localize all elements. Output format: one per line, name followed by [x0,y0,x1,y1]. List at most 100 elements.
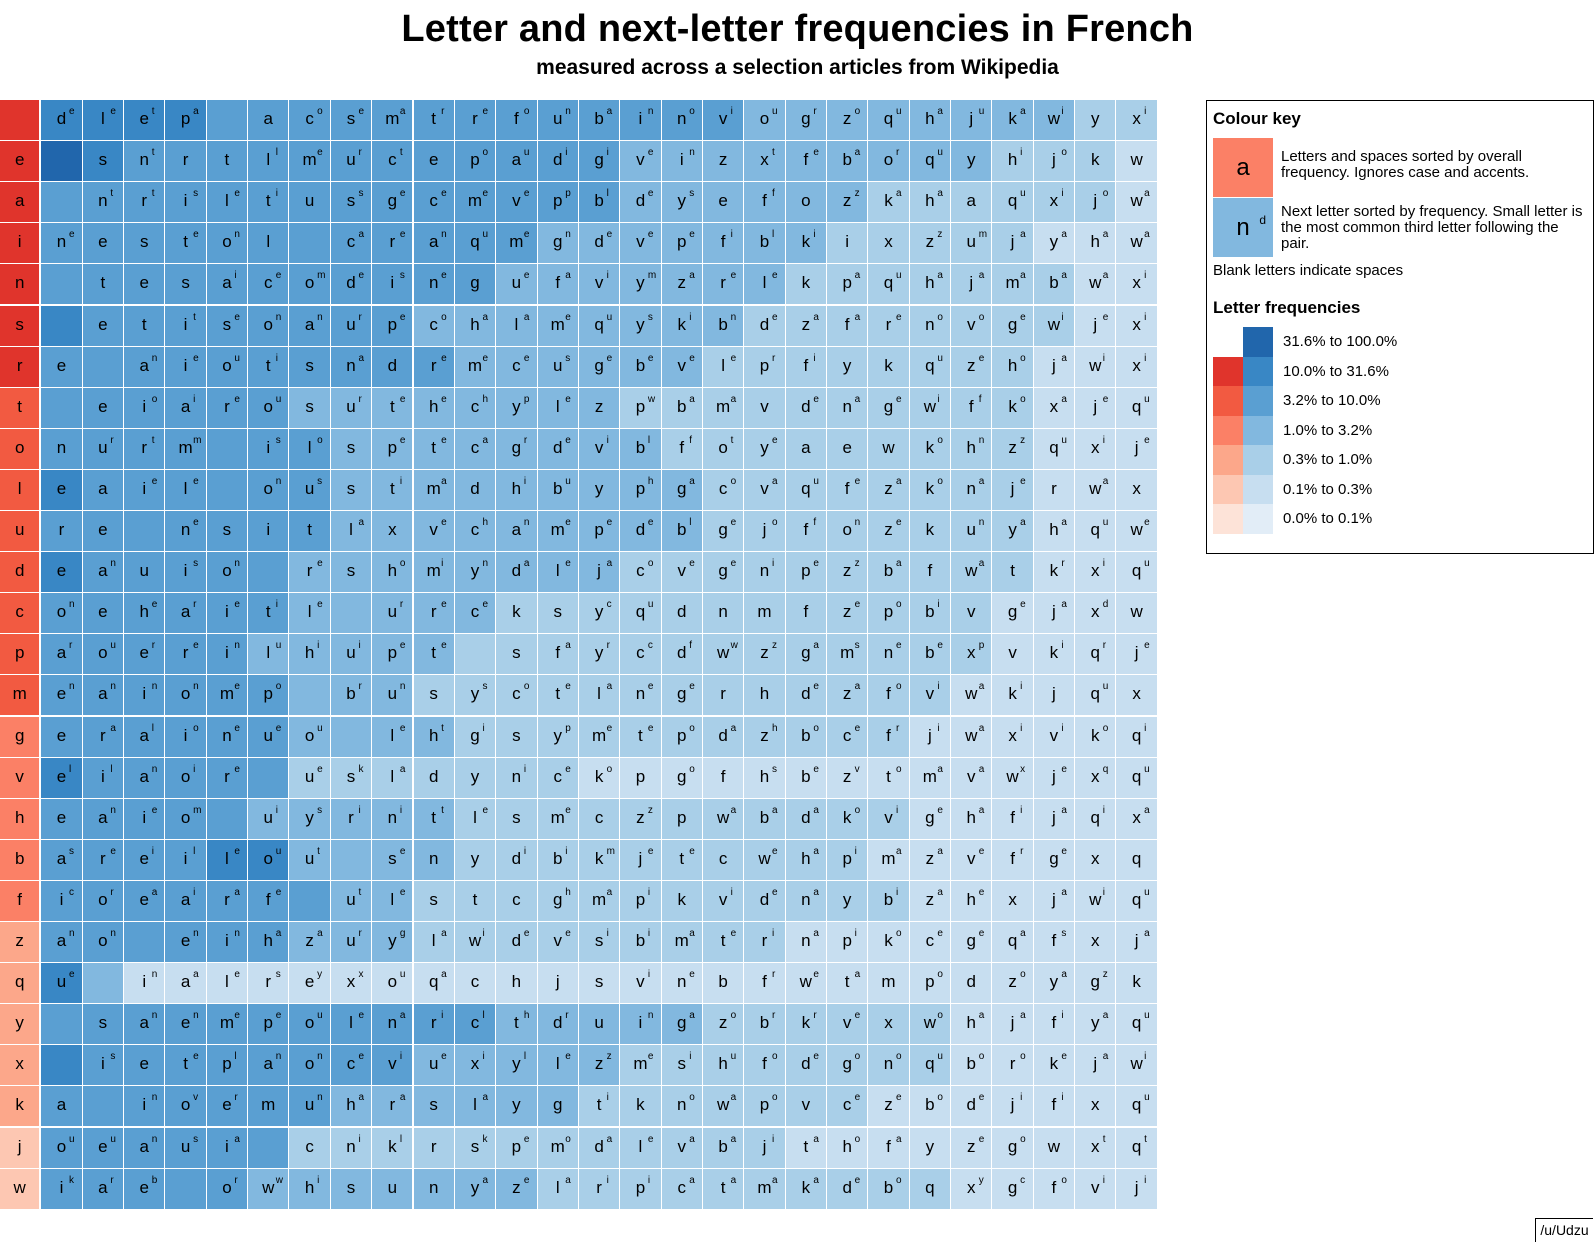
cell-third-letter: a [1020,1010,1026,1022]
cell-letter: k [594,766,604,786]
cell-letter: v [884,807,893,827]
cell-letter: x [760,150,769,170]
cell-third-letter: e [317,763,323,775]
cell-third-letter: e [234,722,240,734]
cell-third-letter: i [399,804,403,816]
cell-third-letter: e [730,928,737,939]
cell-letter: o [56,1136,67,1156]
cell-third-letter: i [275,804,278,816]
cell-letter: j [1052,684,1056,704]
cell-third-letter: a [978,804,985,816]
next-letter-cell: v [951,593,993,635]
cell-third-letter: a [730,1092,737,1104]
cell-third-letter: a [523,558,530,570]
cell-letter: m [922,766,937,786]
cell-third-letter: e [1020,599,1026,611]
cell-third-letter: n [978,517,985,528]
cell-third-letter: e [399,188,406,200]
cell-third-letter: p [523,393,530,405]
legend-range-label: 0.3% to 1.0% [1283,451,1373,468]
cell-third-letter: e [234,188,240,200]
cell-letter: p [677,807,687,827]
next-letter-cell: a [785,428,827,470]
cell-letter: t [431,437,437,457]
row-letter-cell: x [0,1045,42,1087]
cell-letter: m [467,191,483,211]
cell-letter: s [15,314,24,334]
cell-letter: g [1007,1177,1018,1197]
cell-letter: q [1131,1095,1142,1115]
cell-third-letter: i [523,763,527,775]
cell-third-letter: e [689,681,695,693]
next-letter-cell: e [41,716,83,758]
cell-third-letter: i [275,188,278,200]
cell-third-letter: n [151,1133,158,1145]
cell-letter: r [430,1136,437,1156]
cell-third-letter: a [854,311,861,323]
cell-letter: z [884,1095,893,1115]
cell-third-letter: i [1144,722,1147,734]
cell-letter: o [304,273,315,293]
next-letter-cell [330,593,373,635]
cell-letter: p [883,602,894,622]
next-letter-cell: k [868,346,910,388]
cell-letter: z [15,931,24,950]
cell-third-letter: e [813,558,819,570]
row-letter-cell: h [0,798,42,840]
cell-third-letter: i [1144,352,1147,364]
cell-third-letter: o [771,1051,778,1063]
cell-third-letter: e [234,845,240,857]
cell-third-letter: e [1102,393,1109,405]
cell-third-letter: s [317,475,323,487]
cell-third-letter: q [1102,763,1109,775]
cell-third-letter: n [193,1010,199,1022]
cell-letter: a [56,848,67,868]
cell-third-letter: a [730,722,737,734]
cell-letter: j [1010,232,1015,252]
cell-letter: i [100,1054,105,1074]
next-letter-cell: a [951,182,993,224]
cell-third-letter: a [1144,928,1150,939]
next-letter-cell: w [868,428,910,470]
cell-third-letter: n [69,599,75,611]
cell-third-letter: u [1061,434,1067,446]
cell-letter: q [1090,807,1100,827]
cell-letter: b [552,478,563,498]
cell-letter: h [966,1013,976,1033]
cell-third-letter: e [978,845,985,857]
cell-third-letter: e [854,599,861,611]
cell-third-letter: e [1061,763,1067,775]
cell-letter: s [305,396,314,416]
cell-third-letter: o [151,393,158,405]
cell-letter: d [594,232,604,252]
cell-letter: b [635,355,646,375]
cell-third-letter: i [1061,1010,1064,1022]
next-letter-cell: s [578,963,621,1005]
cell-third-letter: r [69,640,73,652]
cell-letter: o [180,766,191,786]
cell-letter: j [1093,191,1098,211]
cell-letter: f [17,889,23,909]
cell-letter: v [636,972,645,992]
cell-letter: z [884,520,893,539]
cell-third-letter: s [275,969,281,981]
